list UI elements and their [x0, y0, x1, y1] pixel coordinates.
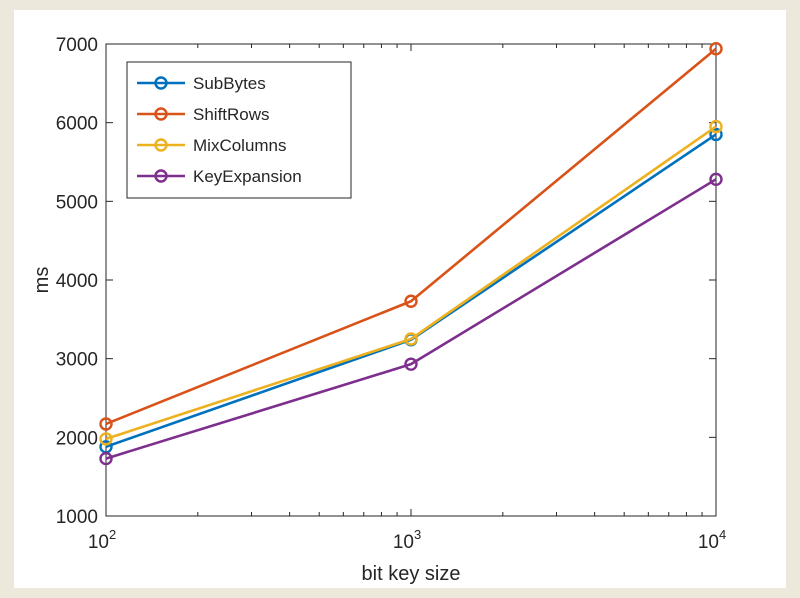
data-point-mixcolumns: [709, 119, 723, 134]
x-tick-label: 103: [393, 527, 421, 553]
legend-swatch-marker: [154, 138, 168, 152]
data-point-shiftrows: [404, 294, 418, 308]
legend-swatch-marker: [154, 107, 168, 121]
data-point-mixcolumns: [99, 432, 113, 446]
y-tick-label: 4000: [56, 271, 98, 292]
x-axis-label: bit key size: [362, 563, 461, 585]
series-line-mixcolumns: [105, 125, 717, 441]
y-axis-label: ms: [31, 267, 53, 294]
data-point-keyexpansion: [709, 172, 723, 187]
legend-label: SubBytes: [193, 74, 266, 93]
y-tick-label: 2000: [56, 428, 98, 449]
x-tick-label: 104: [698, 527, 726, 553]
line-chart: 1000 2000 3000 4000 5000 6000 7000 102 103 104 bit…: [31, 35, 726, 585]
legend-label: KeyExpansion: [193, 167, 302, 186]
legend-swatch-marker: [154, 76, 168, 90]
data-point-shiftrows: [709, 42, 723, 56]
legend-label: ShiftRows: [193, 105, 270, 124]
series-line-keyexpansion: [105, 178, 717, 460]
series-line-shiftrows: [105, 47, 717, 426]
data-point-mixcolumns: [404, 332, 418, 346]
y-tick-label: 1000: [56, 507, 98, 528]
x-tick-label: 102: [88, 527, 116, 553]
legend-swatch-marker: [154, 169, 168, 183]
y-tick-label: 3000: [56, 350, 98, 371]
data-point-subbytes: [709, 127, 723, 142]
data-point-keyexpansion: [404, 357, 418, 371]
data-point-shiftrows: [99, 417, 113, 431]
y-tick-label: 5000: [56, 192, 98, 213]
y-tick-label: 7000: [56, 35, 98, 56]
legend-label: MixColumns: [193, 136, 287, 155]
chart-container: 1000 2000 3000 4000 5000 6000 7000 102 103 104 bit…: [14, 10, 786, 588]
data-point-keyexpansion: [99, 451, 113, 466]
y-tick-label: 6000: [56, 114, 98, 135]
